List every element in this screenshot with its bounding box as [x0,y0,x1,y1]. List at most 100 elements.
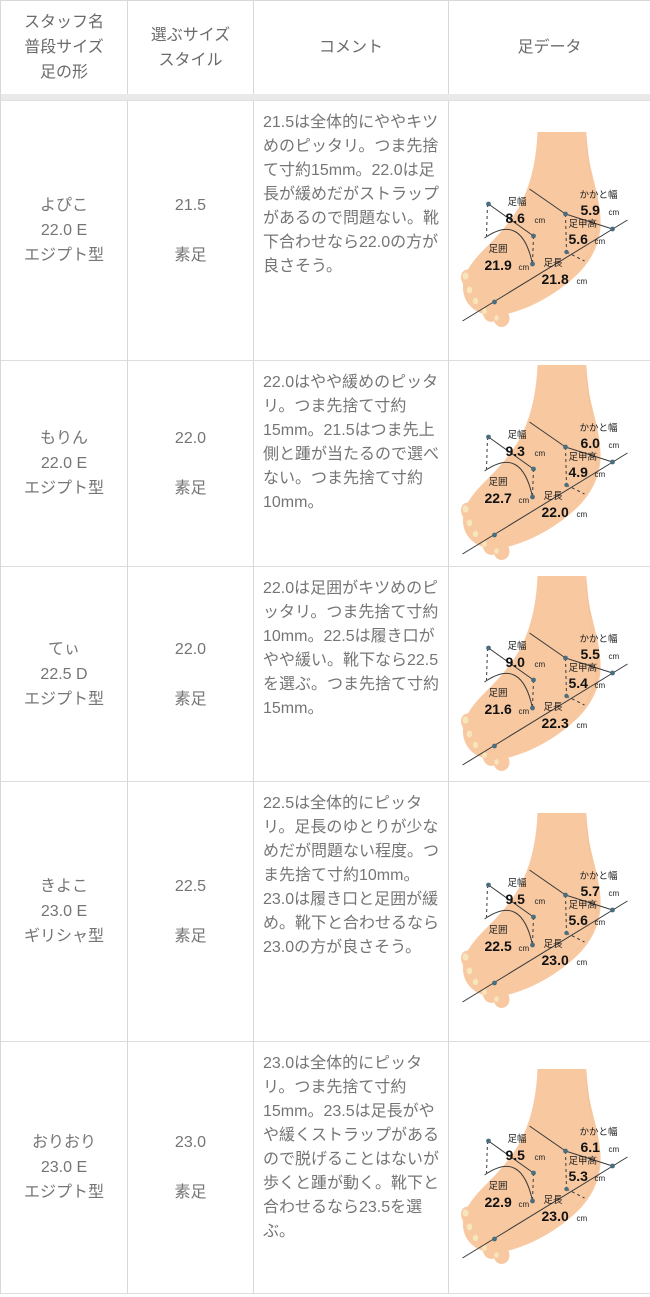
header-staff: スタッフ名 普段サイズ 足の形 [1,1,128,94]
svg-text:5.3: 5.3 [568,1168,588,1184]
foot-measurement-diagram: 足幅 9.5 cm かかと幅 6.1 cm 足甲高 5.3 cm 足囲 22.9 [460,1069,628,1264]
svg-text:cm: cm [576,510,587,519]
foot-data-cell: 足幅 9.5 cm かかと幅 5.7 cm 足甲高 5.6 cm 足囲 22.5 [449,782,650,1042]
comment-cell: 23.0は全体的にピッタリ。つま先捨て寸約15mm。23.5は足長がやや緩くスト… [254,1042,449,1294]
svg-text:足幅: 足幅 [507,196,527,208]
foot-illustration [460,132,601,327]
svg-text:8.6: 8.6 [505,210,525,226]
svg-text:5.9: 5.9 [580,202,600,218]
girth-label: 足囲 22.5 cm [484,925,529,954]
svg-text:9.0: 9.0 [505,654,525,670]
staff-cell: きよこ 23.0 E ギリシャ型 [1,782,128,1042]
svg-text:cm: cm [534,660,545,669]
svg-text:足幅: 足幅 [507,429,527,441]
svg-text:cm: cm [594,918,605,927]
svg-text:21.8: 21.8 [541,271,568,287]
svg-text:足囲: 足囲 [488,925,507,936]
chosen-size-cell: 22.0 素足 [128,567,254,782]
instep-height-label: 足甲高 5.6 cm [568,899,605,928]
staff-cell: おりおり 23.0 E エジプト型 [1,1042,128,1294]
girth-label: 足囲 22.7 cm [484,477,529,506]
measurement-dots [485,1138,615,1242]
svg-text:4.9: 4.9 [568,464,588,480]
measurement-lines [461,188,628,322]
foot-illustration [460,1069,601,1264]
width-label: 足幅 9.0 cm [505,640,545,670]
chosen-size-cell: 22.5 素足 [128,782,254,1042]
svg-text:cm: cm [576,721,587,730]
length-label: 足長 22.0 cm [541,491,587,520]
svg-text:9.5: 9.5 [505,1147,525,1163]
instep-height-label: 足甲高 4.9 cm [568,451,605,480]
table-row: よぴこ 22.0 E エジプト型 21.5 素足 21.5は全体的にややキツめの… [1,101,650,361]
foot-data-cell: 足幅 9.3 cm かかと幅 6.0 cm 足甲高 4.9 cm 足囲 22.7 [449,361,650,567]
svg-text:かかと幅: かかと幅 [579,870,618,882]
heel-width-label: かかと幅 5.7 cm [579,870,619,899]
svg-text:足幅: 足幅 [507,877,527,889]
heel-width-label: かかと幅 6.0 cm [579,422,619,451]
svg-text:かかと幅: かかと幅 [579,189,618,201]
foot-data-cell: 足幅 8.6 cm かかと幅 5.9 cm 足甲高 5.6 cm 足囲 21.9 [449,101,650,361]
svg-text:cm: cm [594,681,605,690]
svg-text:6.1: 6.1 [580,1139,600,1155]
svg-text:足長: 足長 [543,702,563,713]
comment-cell: 22.0はやや緩めのピッタリ。つま先捨て寸約15mm。21.5はつま先上側と踵が… [254,361,449,567]
width-label: 足幅 8.6 cm [505,196,545,226]
svg-text:cm: cm [576,958,587,967]
measurement-dots [485,434,615,538]
table-row: てぃ 22.5 D エジプト型 22.0 素足 22.0は足囲がキツめのピッタリ… [1,567,650,782]
svg-text:cm: cm [534,1153,545,1162]
svg-text:5.6: 5.6 [568,231,588,247]
svg-text:足囲: 足囲 [488,244,507,255]
svg-text:cm: cm [594,1174,605,1183]
svg-text:cm: cm [534,897,545,906]
staff-cell: もりん 22.0 E エジプト型 [1,361,128,567]
svg-text:21.9: 21.9 [484,257,511,273]
instep-height-label: 足甲高 5.4 cm [568,662,605,691]
svg-text:cm: cm [608,652,619,661]
svg-text:22.3: 22.3 [541,715,568,731]
chosen-size-cell: 21.5 素足 [128,101,254,361]
width-label: 足幅 9.3 cm [505,429,545,459]
svg-text:足囲: 足囲 [488,688,507,699]
svg-text:cm: cm [594,237,605,246]
svg-text:cm: cm [518,263,529,272]
width-label: 足幅 9.5 cm [505,1133,545,1163]
foot-data-cell: 足幅 9.5 cm かかと幅 6.1 cm 足甲高 5.3 cm 足囲 22.9 [449,1042,650,1294]
svg-text:22.7: 22.7 [484,490,511,506]
foot-data-cell: 足幅 9.0 cm かかと幅 5.5 cm 足甲高 5.4 cm 足囲 21.6 [449,567,650,782]
svg-text:cm: cm [608,208,619,217]
measurement-lines [461,421,628,555]
svg-text:cm: cm [594,470,605,479]
girth-label: 足囲 21.9 cm [484,244,529,273]
svg-text:5.7: 5.7 [580,883,600,899]
svg-text:足甲高: 足甲高 [568,218,597,230]
svg-text:足長: 足長 [543,258,563,269]
svg-text:かかと幅: かかと幅 [579,1126,618,1138]
svg-text:cm: cm [608,1145,619,1154]
measurement-lines [461,1125,628,1259]
svg-text:5.6: 5.6 [568,912,588,928]
length-label: 足長 23.0 cm [541,1195,587,1224]
svg-text:足甲高: 足甲高 [568,1155,597,1167]
svg-text:cm: cm [518,944,529,953]
foot-illustration [460,813,601,1008]
comment-cell: 21.5は全体的にややキツめのピッタリ。つま先捨て寸約15mm。22.0は足長が… [254,101,449,361]
svg-text:足囲: 足囲 [488,1181,507,1192]
table-header-row: スタッフ名 普段サイズ 足の形 選ぶサイズ スタイル コメント 足データ [1,1,650,94]
measurement-dots [485,645,615,748]
staff-cell: よぴこ 22.0 E エジプト型 [1,101,128,361]
heel-width-label: かかと幅 5.5 cm [579,633,619,662]
svg-text:23.0: 23.0 [541,1208,568,1224]
svg-text:cm: cm [576,1214,587,1223]
measurement-dots [485,201,615,305]
table-row: もりん 22.0 E エジプト型 22.0 素足 22.0はやや緩めのピッタリ。… [1,361,650,567]
measurement-lines [461,869,628,1003]
svg-text:cm: cm [534,216,545,225]
header-divider [1,94,650,101]
svg-text:cm: cm [518,1200,529,1209]
foot-measurement-diagram: 足幅 9.5 cm かかと幅 5.7 cm 足甲高 5.6 cm 足囲 22.5 [460,813,628,1008]
svg-text:足長: 足長 [543,939,563,950]
girth-label: 足囲 21.6 cm [484,688,529,717]
foot-measurement-diagram: 足幅 9.0 cm かかと幅 5.5 cm 足甲高 5.4 cm 足囲 21.6 [460,575,628,771]
